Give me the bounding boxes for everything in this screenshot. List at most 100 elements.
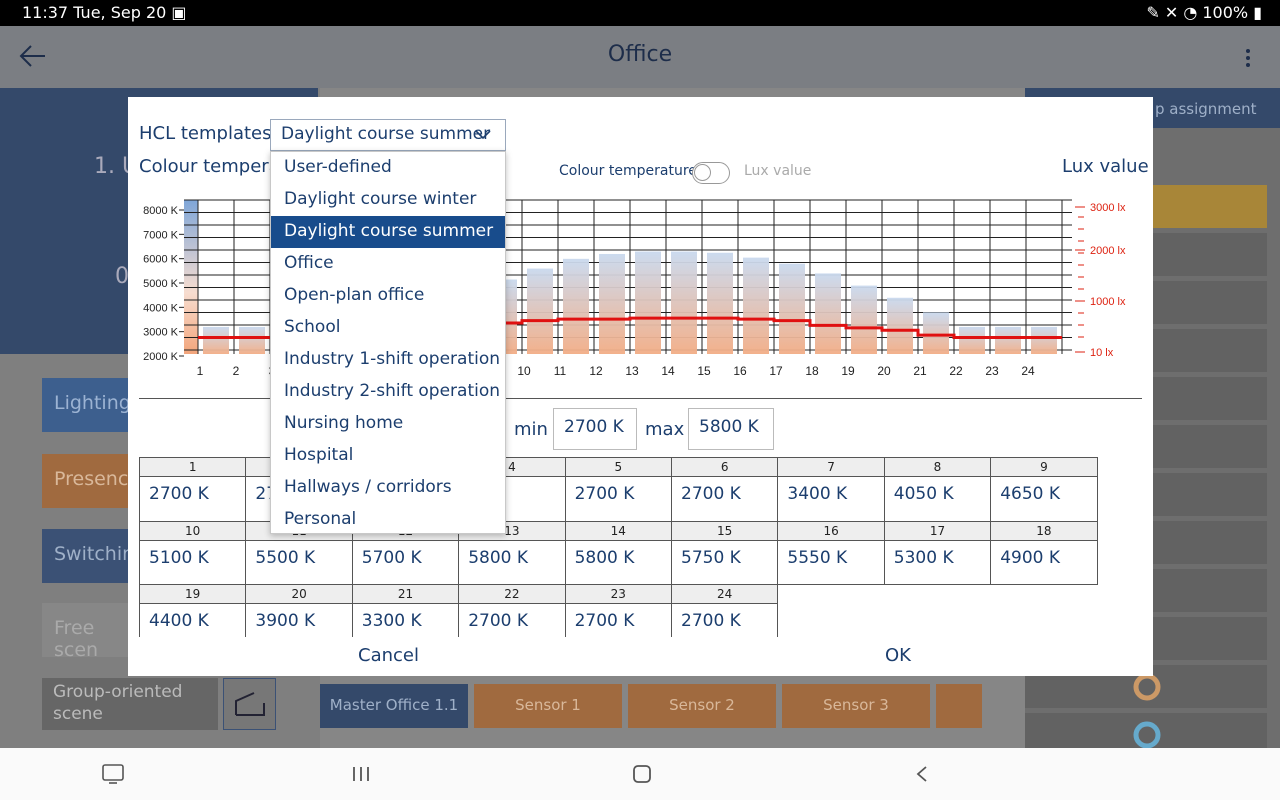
hour-cell[interactable]: 24 2700 K — [671, 584, 779, 637]
status-time: 11:37 Tue, Sep 20 ▣ — [22, 3, 187, 22]
hour-label: 8 — [884, 458, 991, 477]
screenshot-icon[interactable] — [102, 764, 124, 784]
colour-wheel-icon — [1133, 721, 1161, 749]
hour-cell[interactable]: 23 2700 K — [564, 584, 672, 637]
tab-sensor-1[interactable]: Sensor 1 — [474, 684, 622, 728]
template-option[interactable]: Personal — [284, 509, 357, 529]
home-icon[interactable] — [632, 764, 652, 784]
toggle-colour-temperature-label: Colour temperature — [559, 163, 697, 179]
hour-cell[interactable]: 18 4900 K — [990, 520, 1098, 585]
hour-cell[interactable]: 9 4650 K — [990, 457, 1098, 522]
group-scene-button[interactable]: Group-oriented scene — [42, 678, 218, 730]
template-option[interactable]: Industry 2-shift operation — [284, 381, 501, 401]
chart-bar — [707, 252, 733, 354]
tab-more[interactable] — [936, 684, 982, 728]
y-tick-label: 7000 K — [143, 229, 179, 241]
status-icons: ✎ ✕ ◔ 100% ▮ — [1146, 3, 1262, 22]
hour-cell[interactable]: 14 5800 K — [564, 520, 672, 585]
template-option[interactable]: User-defined — [284, 157, 392, 177]
chevron-down-icon — [475, 130, 491, 140]
switching-button[interactable]: Switching — [42, 529, 146, 583]
template-option[interactable]: Daylight course summer — [271, 216, 505, 248]
more-vert-icon[interactable] — [1244, 48, 1252, 68]
hour-value: 5100 K — [149, 547, 209, 568]
ok-button[interactable]: OK — [885, 645, 911, 666]
colour-lux-toggle[interactable] — [692, 162, 730, 184]
template-option[interactable]: Nursing home — [284, 413, 404, 433]
hour-cell[interactable]: 1 2700 K — [139, 457, 247, 522]
y-axis-gradient — [184, 200, 198, 354]
room-value: 0 — [115, 264, 129, 289]
hour-label: 15 — [672, 521, 778, 541]
template-option[interactable]: Open-plan office — [284, 285, 425, 305]
cancel-button[interactable]: Cancel — [358, 645, 419, 666]
hour-cell[interactable]: 17 5300 K — [883, 520, 992, 585]
x-tick-label: 19 — [841, 364, 855, 378]
hour-cell[interactable]: 15 5750 K — [671, 520, 779, 585]
max-input[interactable]: 5800 K — [688, 408, 774, 450]
hour-value: 4900 K — [1000, 547, 1061, 568]
tab-sensor-2[interactable]: Sensor 2 — [628, 684, 776, 728]
template-option[interactable]: Hospital — [284, 445, 354, 465]
status-bar: 11:37 Tue, Sep 20 ▣ ✎ ✕ ◔ 100% ▮ — [0, 0, 1280, 26]
free-scene-button[interactable]: Free scen — [42, 603, 132, 661]
chart-bar — [635, 251, 661, 354]
x-tick-label: 11 — [554, 364, 567, 378]
lux-tick-label: 2000 lx — [1090, 245, 1126, 257]
x-tick-label: 15 — [697, 364, 711, 378]
hour-cell[interactable]: 20 3900 K — [245, 584, 353, 637]
right-list-item[interactable] — [1025, 713, 1267, 749]
y-tick-label: 4000 K — [143, 302, 179, 314]
chart-bar — [887, 297, 913, 354]
template-option[interactable]: Industry 1-shift operation — [284, 349, 501, 369]
hour-value: 5550 K — [787, 547, 848, 568]
tab-sensor-3[interactable]: Sensor 3 — [782, 684, 930, 728]
hcl-template-select[interactable]: Daylight course summer — [270, 119, 506, 151]
hour-cell[interactable]: 6 2700 K — [671, 457, 779, 522]
x-tick-label: 24 — [1021, 364, 1035, 378]
hour-label: 24 — [672, 585, 778, 604]
x-tick-label: 23 — [985, 364, 999, 378]
lighting-button[interactable]: Lighting — [42, 378, 132, 432]
hour-cell[interactable]: 19 4400 K — [139, 584, 247, 637]
chart-bar — [563, 258, 589, 354]
hour-label: 1 — [140, 458, 246, 477]
hour-cell[interactable]: 22 2700 K — [458, 584, 566, 637]
x-tick-label: 20 — [877, 364, 891, 378]
max-label: max — [645, 419, 685, 440]
hour-cell[interactable]: 5 2700 K — [564, 457, 672, 522]
hour-cell[interactable]: 21 3300 K — [351, 584, 460, 637]
hour-value: 5700 K — [361, 547, 422, 568]
hour-label: 23 — [565, 585, 671, 604]
lux-tick-label: 1000 lx — [1090, 296, 1126, 308]
chart-bar — [527, 268, 553, 354]
hour-value: 4050 K — [893, 484, 954, 504]
toggle-knob — [694, 164, 711, 181]
template-dropdown-list: User-defined Daylight course winter Daylig… — [270, 151, 506, 534]
hour-value: 5500 K — [255, 547, 316, 568]
chart-bar — [851, 285, 877, 354]
tab-master-office[interactable]: Master Office 1.1 — [320, 684, 468, 728]
hour-label: 10 — [140, 521, 246, 541]
presence-button[interactable]: Presence — [42, 454, 140, 508]
hour-cell[interactable]: 8 4050 K — [883, 457, 992, 522]
x-tick-label: 12 — [589, 364, 603, 378]
template-option[interactable]: School — [284, 317, 341, 337]
hour-cell[interactable]: 16 5550 K — [777, 520, 885, 585]
arrow-left-icon[interactable] — [18, 44, 46, 68]
y-tick-label: 5000 K — [143, 278, 179, 290]
template-option[interactable]: Daylight course winter — [284, 189, 477, 209]
hour-cell[interactable]: 10 5100 K — [139, 520, 247, 585]
x-tick-label: 13 — [625, 364, 639, 378]
template-option[interactable]: Hallways / corridors — [284, 477, 452, 497]
recent-apps-icon[interactable] — [352, 766, 370, 782]
hour-cell[interactable]: 7 3400 K — [777, 457, 885, 522]
min-input[interactable]: 2700 K — [553, 408, 637, 450]
template-option[interactable]: Office — [284, 253, 334, 273]
hour-label: 9 — [991, 458, 1097, 477]
hour-value: 2700 K — [574, 611, 635, 631]
back-nav-icon[interactable] — [915, 765, 929, 783]
scene-edit-icon[interactable] — [223, 678, 276, 730]
hour-label: 5 — [565, 458, 671, 477]
x-tick-label: 14 — [661, 364, 675, 378]
